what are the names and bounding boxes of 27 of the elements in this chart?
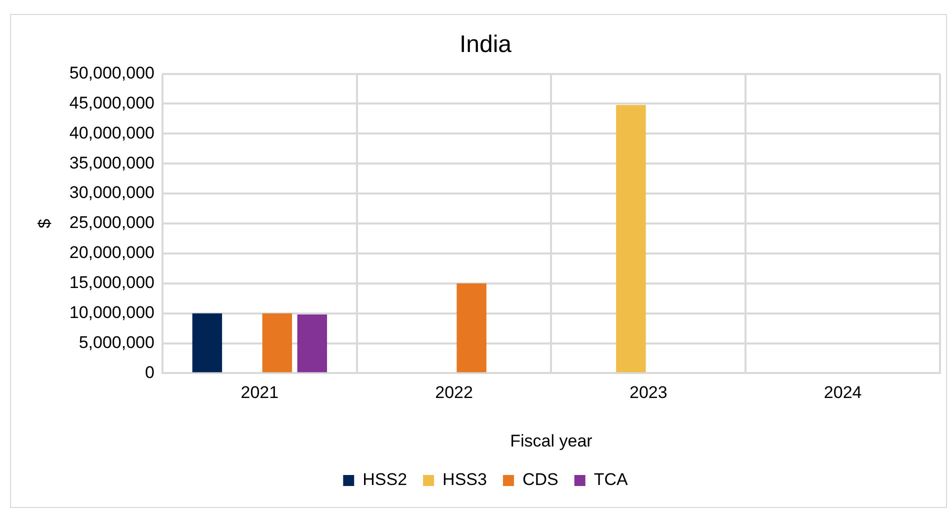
y-tick-label: 45,000,000 [69,93,154,112]
bar [192,313,222,372]
y-tick-label: 35,000,000 [69,153,154,172]
y-tick-label: 0 [145,362,154,382]
y-tick-label: 30,000,000 [69,183,154,202]
legend-label: HSS3 [442,470,487,490]
legend-label: TCA [594,470,629,490]
x-tick-label: 2021 [240,383,279,402]
bar [456,283,486,372]
y-tick-label: 25,000,000 [69,213,154,232]
legend-label: CDS [522,470,558,490]
bar [297,314,328,372]
x-tick-label: 2024 [824,383,862,402]
y-tick-label: 15,000,000 [69,273,154,292]
y-tick-label: 5,000,000 [78,332,154,352]
x-tick-label: 2022 [435,383,473,402]
chart-title: India [459,31,512,58]
y-tick-label: 50,000,000 [69,63,154,82]
bar [262,313,292,372]
y-tick-label: 40,000,000 [69,123,154,142]
x-axis-title: Fiscal year [510,431,593,450]
x-tick-label: 2023 [630,383,668,402]
y-tick-label: 10,000,000 [69,303,154,322]
y-tick-label: 20,000,000 [69,243,154,262]
legend-label: HSS2 [362,470,408,490]
bar [616,104,646,372]
y-axis-title: $ [34,218,54,228]
